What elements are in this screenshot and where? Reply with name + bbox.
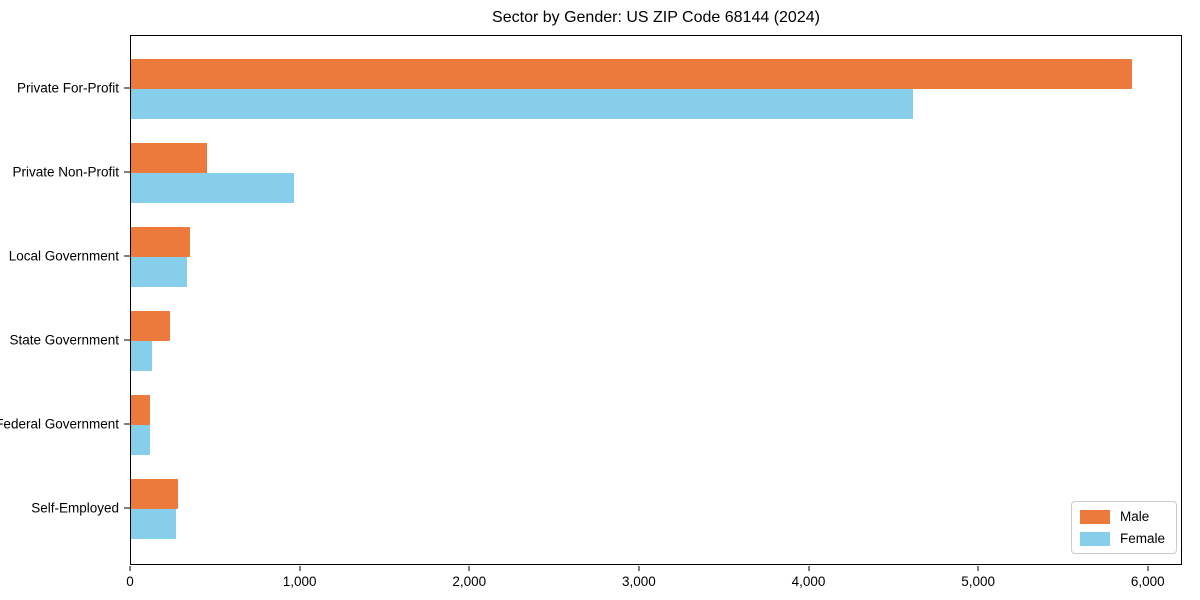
bar-male-0 [131, 59, 1132, 89]
x-tick-mark [808, 566, 809, 571]
bar-female-4 [131, 425, 150, 455]
bar-male-3 [131, 311, 170, 341]
plot-area: Male Female [130, 35, 1182, 565]
bar-male-2 [131, 227, 191, 257]
legend-label-male: Male [1119, 509, 1150, 524]
x-tick-mark [1147, 566, 1149, 571]
y-tick-label: Local Government [8, 248, 119, 264]
y-tick-label: Private For-Profit [16, 80, 119, 96]
y-tick-mark [124, 87, 130, 89]
y-tick-label: State Government [9, 332, 119, 348]
y-tick-label: Private Non-Profit [12, 164, 119, 180]
x-tick-mark [468, 566, 470, 571]
x-tick-label: 5,000 [961, 574, 996, 589]
y-tick-mark [124, 339, 130, 341]
x-tick-label: 2,000 [452, 574, 487, 589]
y-tick-label: Federal Government [0, 416, 119, 432]
x-tick-label: 0 [126, 574, 134, 589]
legend-entry-male: Male [1079, 509, 1165, 524]
x-axis: 0 1,000 2,000 3,000 4,000 5,000 6,000 [126, 566, 1182, 600]
y-tick-label: Self-Employed [31, 500, 119, 516]
bar-female-0 [131, 89, 913, 119]
bar-male-5 [131, 479, 178, 509]
bar-female-2 [131, 257, 187, 287]
y-axis: Private For-Profit Private Non-Profit Loca… [0, 35, 130, 565]
bar-female-5 [131, 509, 176, 539]
x-tick-mark [299, 566, 301, 571]
legend-label-female: Female [1119, 531, 1165, 546]
x-tick-label: 6,000 [1130, 574, 1165, 589]
x-tick-label: 4,000 [791, 574, 826, 589]
legend-swatch-female [1079, 531, 1110, 546]
x-tick-mark [129, 566, 131, 571]
y-tick-mark [124, 171, 130, 173]
bar-male-4 [131, 395, 150, 425]
x-tick-mark [977, 566, 979, 571]
x-tick-label: 1,000 [282, 574, 317, 589]
bar-female-1 [131, 173, 294, 203]
legend: Male Female [1070, 501, 1177, 554]
bar-male-1 [131, 143, 208, 173]
y-tick-mark [124, 423, 130, 425]
legend-swatch-male [1079, 509, 1110, 524]
x-tick-label: 3,000 [621, 574, 656, 589]
x-tick-mark [638, 566, 640, 571]
y-tick-mark [124, 507, 130, 509]
chart-title: Sector by Gender: US ZIP Code 68144 (202… [492, 9, 820, 26]
bar-female-3 [131, 341, 153, 371]
y-tick-mark [124, 255, 130, 257]
legend-entry-female: Female [1079, 531, 1165, 546]
